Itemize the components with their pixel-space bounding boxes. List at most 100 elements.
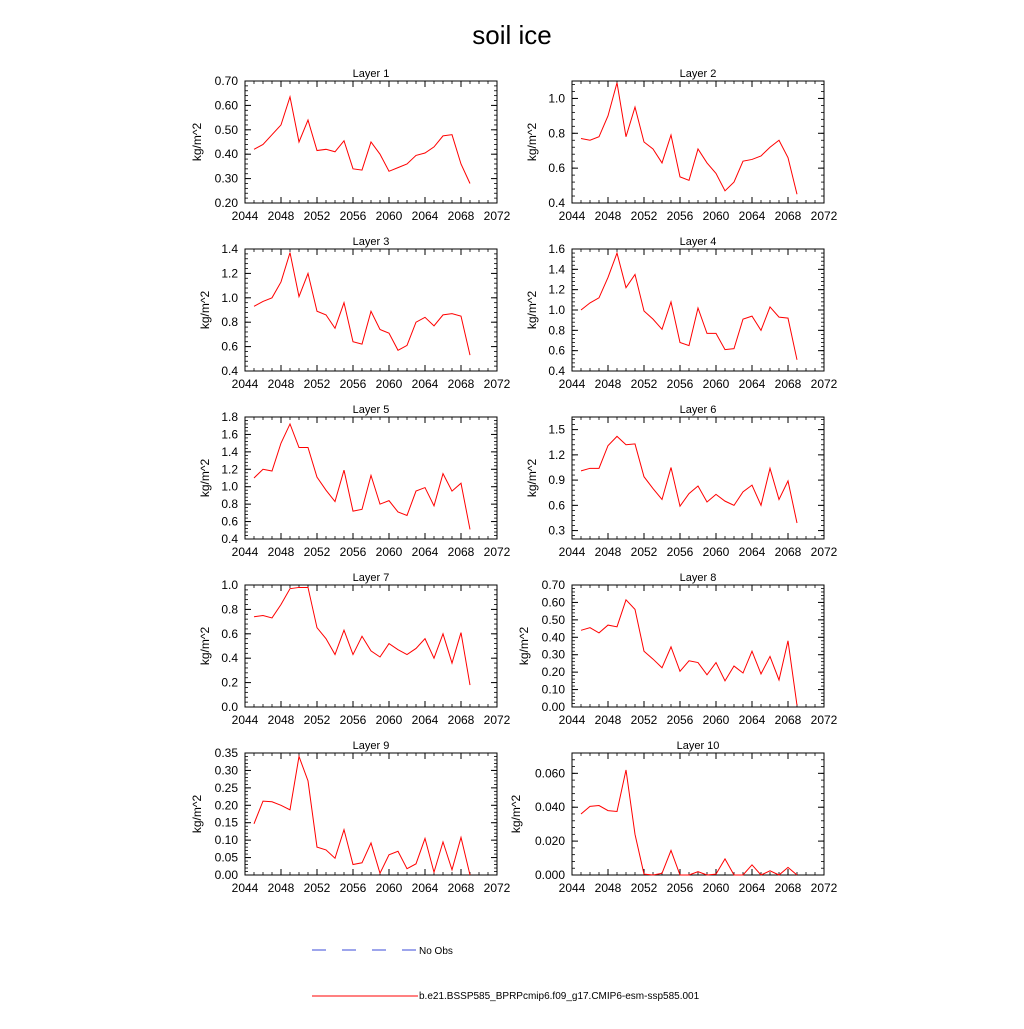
panel-title: Layer 5 (353, 404, 390, 416)
x-tick-label: 2064 (739, 377, 766, 391)
y-tick-label: 0.020 (535, 834, 565, 848)
x-tick-label: 2072 (811, 209, 838, 223)
plot-frame (571, 752, 825, 876)
panel-layer-10: Layer 10 2044 2048 2052 2056 2060 2064 2068 2072… (509, 740, 838, 895)
x-tick-label: 2072 (811, 545, 838, 559)
panel-title: Layer 7 (353, 572, 390, 584)
plot-frame (244, 248, 498, 372)
y-tick-label: 0.20 (542, 665, 566, 679)
x-tick-label: 2056 (340, 881, 367, 895)
x-tick-label: 2044 (232, 881, 259, 895)
x-tick-label: 2052 (304, 713, 331, 727)
y-tick-label: 0.00 (215, 868, 239, 882)
figure-title: soil ice (472, 20, 551, 50)
y-axis-label: kg/m^2 (190, 795, 204, 834)
y-tick-label: 0.10 (215, 833, 239, 847)
x-tick-label: 2056 (340, 377, 367, 391)
panel-title: Layer 10 (677, 740, 720, 752)
y-tick-label: 1.0 (221, 480, 238, 494)
x-tick-label: 2064 (412, 545, 439, 559)
y-tick-label: 0.60 (542, 595, 566, 609)
y-tick-label: 1.2 (221, 266, 238, 280)
x-tick-label: 2072 (484, 881, 511, 895)
panel-title: Layer 1 (353, 68, 390, 80)
y-tick-label: 0.40 (215, 147, 239, 161)
y-tick-label: 0.6 (548, 344, 565, 358)
x-tick-label: 2044 (232, 713, 259, 727)
x-tick-label: 2056 (340, 545, 367, 559)
x-tick-label: 2048 (595, 713, 622, 727)
y-tick-label: 0.30 (542, 648, 566, 662)
y-tick-label: 1.5 (548, 423, 565, 437)
y-axis-label: kg/m^2 (525, 291, 539, 330)
x-tick-label: 2072 (484, 209, 511, 223)
x-tick-label: 2060 (703, 713, 730, 727)
x-tick-label: 2072 (484, 713, 511, 727)
y-tick-label: 0.000 (535, 868, 565, 882)
y-axis-label: kg/m^2 (198, 459, 212, 498)
x-tick-label: 2056 (667, 209, 694, 223)
x-tick-label: 2048 (268, 545, 295, 559)
x-tick-label: 2048 (268, 377, 295, 391)
y-tick-label: 1.0 (221, 578, 238, 592)
x-tick-label: 2056 (340, 713, 367, 727)
series-line (580, 251, 798, 360)
y-tick-label: 1.6 (221, 427, 238, 441)
y-axis-label: kg/m^2 (525, 459, 539, 498)
y-axis-label: kg/m^2 (198, 627, 212, 666)
x-tick-label: 2072 (811, 377, 838, 391)
x-tick-label: 2064 (739, 713, 766, 727)
series-line (580, 598, 798, 706)
x-tick-label: 2044 (559, 545, 586, 559)
plot-frame (571, 584, 825, 708)
y-tick-label: 0.6 (548, 161, 565, 175)
y-tick-label: 0.50 (542, 613, 566, 627)
y-tick-label: 1.2 (548, 283, 565, 297)
y-tick-label: 0.8 (221, 315, 238, 329)
y-tick-label: 0.10 (542, 683, 566, 697)
series-line (253, 754, 471, 876)
y-axis-label: kg/m^2 (517, 627, 531, 666)
panel-title: Layer 3 (353, 236, 390, 248)
panel-layer-3: Layer 3 2044 2048 2052 2056 2060 2064 2068 2072 0… (198, 236, 511, 391)
y-tick-label: 0.00 (542, 700, 566, 714)
x-tick-label: 2068 (448, 713, 475, 727)
series-line (580, 769, 798, 876)
x-tick-label: 2052 (631, 881, 658, 895)
series-line (253, 94, 471, 184)
x-tick-label: 2048 (595, 377, 622, 391)
x-tick-label: 2044 (232, 209, 259, 223)
y-tick-label: 0.40 (542, 630, 566, 644)
x-tick-label: 2064 (412, 209, 439, 223)
y-tick-label: 1.8 (221, 410, 238, 424)
y-tick-label: 1.0 (548, 91, 565, 105)
x-tick-label: 2052 (631, 545, 658, 559)
x-tick-label: 2068 (448, 209, 475, 223)
y-tick-label: 0.8 (548, 126, 565, 140)
y-tick-label: 1.4 (221, 445, 238, 459)
panel-layer-7: Layer 7 2044 2048 2052 2056 2060 2064 2068 2072 0… (198, 572, 511, 727)
y-tick-label: 1.4 (221, 242, 238, 256)
x-tick-label: 2044 (559, 377, 586, 391)
y-tick-label: 0.6 (221, 515, 238, 529)
y-tick-label: 1.0 (221, 291, 238, 305)
panel-layer-9: Layer 9 2044 2048 2052 2056 2060 2064 2068 2072 0… (190, 740, 511, 895)
series-line (253, 586, 471, 686)
x-tick-label: 2068 (775, 377, 802, 391)
x-tick-label: 2060 (703, 545, 730, 559)
y-axis-label: kg/m^2 (509, 795, 523, 834)
y-tick-label: 0.20 (215, 798, 239, 812)
panel-layer-8: Layer 8 2044 2048 2052 2056 2060 2064 2068 2072 0… (517, 572, 838, 727)
x-tick-label: 2048 (595, 545, 622, 559)
legend: No Obs b.e21.BSSP585_BPRPcmip6.f09_g17.C… (312, 946, 700, 1002)
y-tick-label: 1.2 (221, 462, 238, 476)
x-tick-label: 2068 (775, 545, 802, 559)
x-tick-label: 2056 (340, 209, 367, 223)
y-tick-label: 0.70 (215, 74, 239, 88)
plot-frame (244, 416, 498, 540)
y-tick-label: 0.9 (548, 473, 565, 487)
y-tick-label: 0.040 (535, 800, 565, 814)
y-tick-label: 0.8 (221, 602, 238, 616)
x-tick-label: 2056 (667, 377, 694, 391)
